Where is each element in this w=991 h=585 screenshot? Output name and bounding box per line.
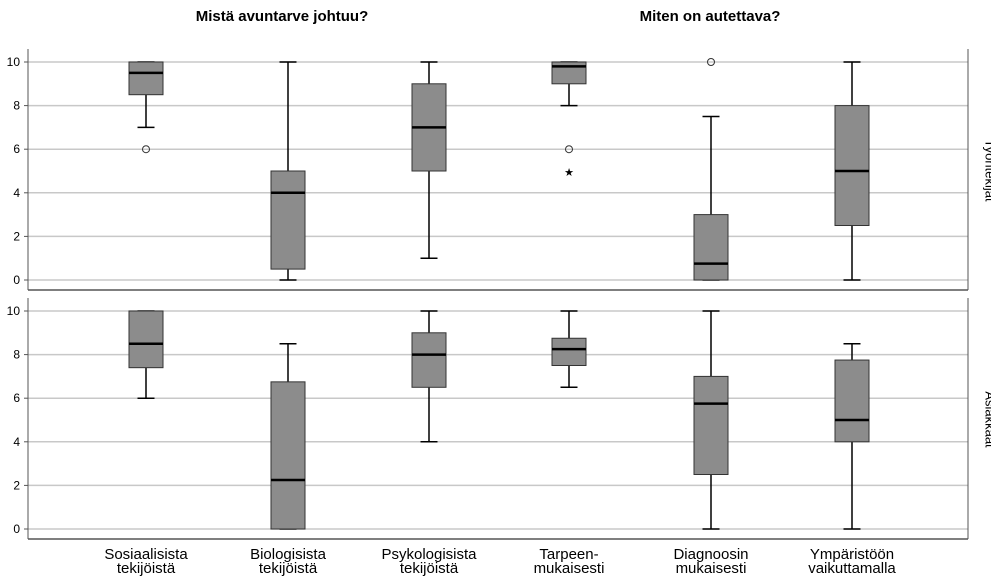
box	[834, 359, 870, 443]
outlier-point	[565, 145, 573, 154]
category-label-sosiaalisista: Sosiaalisista tekijöistä	[104, 546, 188, 577]
y-tick-label: 0	[13, 273, 20, 287]
box	[128, 61, 164, 96]
y-tick-label: 0	[13, 522, 20, 536]
category-label-diagnoosin: Diagnoosin mukaisesti	[673, 546, 749, 577]
box	[128, 310, 164, 369]
outlier-point	[707, 58, 715, 66]
box	[693, 375, 729, 475]
category-label-psykologisista: Psykologisista tekijöistä	[381, 546, 477, 577]
y-tick-label: 4	[13, 435, 20, 449]
y-tick-label: 4	[13, 186, 20, 200]
y-tick-label: 8	[13, 99, 20, 113]
box	[270, 381, 306, 530]
y-tick-label: 10	[7, 304, 21, 318]
y-tick-label: 10	[7, 55, 21, 69]
y-tick-label: 6	[13, 391, 20, 405]
box	[693, 214, 729, 281]
y-tick-label: 6	[13, 142, 20, 156]
outlier-point	[142, 145, 150, 154]
y-tick-label: 8	[13, 348, 20, 362]
extreme-point: ★	[564, 166, 574, 179]
title-left: Mistä avuntarve johtuu?	[195, 8, 369, 25]
y-tick-label: 2	[13, 478, 20, 492]
category-label-ymparistoon: Ympäristöön vaikuttamalla	[808, 546, 896, 577]
box	[834, 105, 870, 226]
box	[551, 337, 587, 366]
box	[270, 170, 306, 270]
category-label-tarpeenmukaisesti: Tarpeen-mukaisesti	[533, 546, 605, 577]
panel-label-asiakkaat: Asiakkaat	[982, 391, 991, 448]
box	[411, 332, 447, 388]
panel-label-tyontekijat: Työntekijät	[982, 139, 991, 202]
category-label-biologisista: Biologisista tekijöistä	[250, 546, 326, 577]
y-tick-label: 2	[13, 229, 20, 243]
title-right: Miten on autettava?	[639, 8, 781, 25]
